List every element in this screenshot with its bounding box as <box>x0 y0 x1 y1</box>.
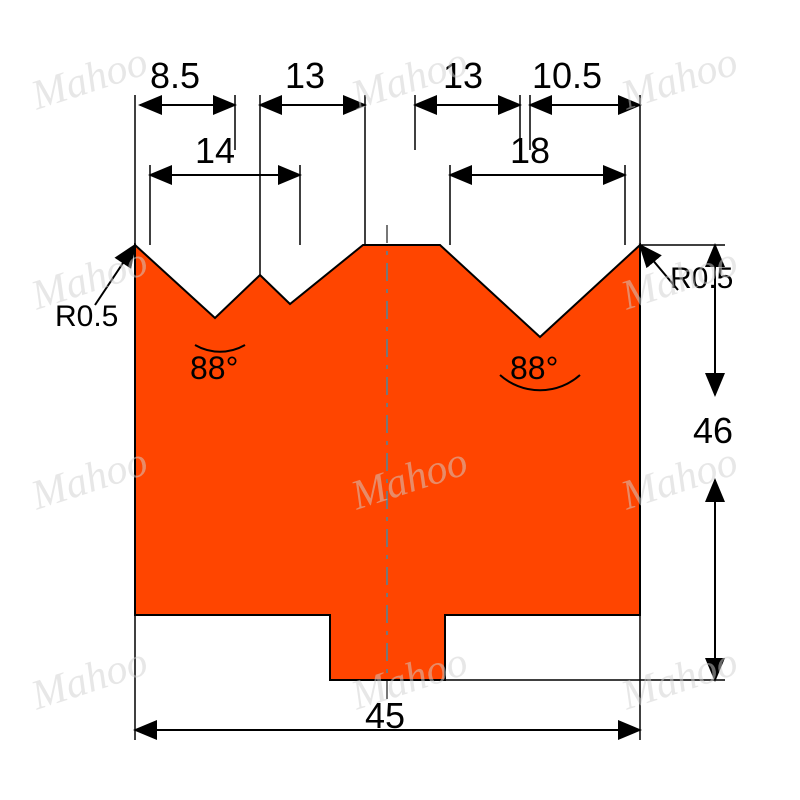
dim-top-2: 13 <box>285 55 325 97</box>
radius-left: R0.5 <box>55 300 118 334</box>
dim-top-3: 13 <box>443 55 483 97</box>
dim-top-4: 10.5 <box>532 55 602 97</box>
dim-height: 46 <box>693 410 733 452</box>
dim-top-1: 8.5 <box>150 55 200 97</box>
dim-row2-2: 18 <box>510 130 550 172</box>
dim-width: 45 <box>365 695 405 737</box>
radius-right: R0.5 <box>670 262 733 296</box>
diagram-canvas: 8.5 13 13 10.5 14 18 45 46 R0.5 R0.5 88°… <box>0 0 800 800</box>
profile-shape <box>0 0 800 800</box>
angle-left: 88° <box>190 350 238 387</box>
dim-row2-1: 14 <box>195 130 235 172</box>
angle-right: 88° <box>510 350 558 387</box>
